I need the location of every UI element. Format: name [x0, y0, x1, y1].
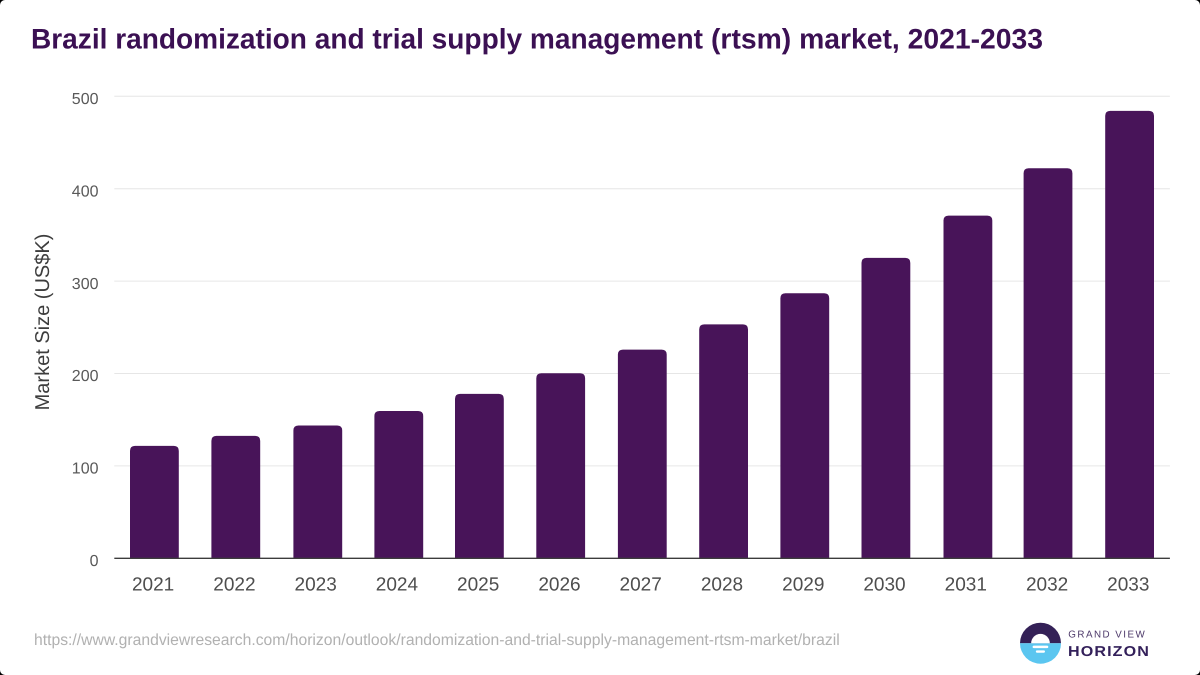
svg-text:2022: 2022 — [213, 575, 255, 596]
svg-text:(rtsm) market, 2021-2033: (rtsm) market, 2021-2033 — [711, 22, 1043, 54]
svg-text:HORIZON: HORIZON — [1068, 644, 1150, 660]
svg-text:2030: 2030 — [863, 575, 905, 596]
svg-text:500: 500 — [72, 91, 99, 108]
svg-text:400: 400 — [72, 183, 99, 200]
svg-text:2021: 2021 — [132, 575, 174, 596]
svg-text:2028: 2028 — [701, 575, 743, 596]
svg-text:2026: 2026 — [538, 575, 580, 596]
svg-text:300: 300 — [72, 276, 99, 293]
svg-text:ly-management-rtsm-market/braz: ly-management-rtsm-market/brazil — [601, 632, 840, 649]
svg-text:2033: 2033 — [1107, 575, 1149, 596]
svg-text:100: 100 — [72, 461, 99, 478]
svg-text:200: 200 — [72, 368, 99, 385]
svg-text:2027: 2027 — [620, 575, 662, 596]
svg-text:Brazil randomization and trial: Brazil randomization and trial supply ma… — [31, 22, 704, 54]
svg-text:2023: 2023 — [295, 575, 337, 596]
svg-text:2029: 2029 — [782, 575, 824, 596]
svg-text:2025: 2025 — [457, 575, 499, 596]
svg-text:2031: 2031 — [945, 575, 987, 596]
svg-text:GRAND VIEW: GRAND VIEW — [1068, 630, 1146, 641]
svg-text:2032: 2032 — [1026, 575, 1068, 596]
svg-text:https://www.grandviewresearch.: https://www.grandviewresearch.com/horizo… — [34, 632, 601, 649]
svg-text:Market Size (US$K): Market Size (US$K) — [32, 234, 54, 411]
svg-text:0: 0 — [90, 553, 99, 570]
svg-text:2024: 2024 — [376, 575, 419, 596]
